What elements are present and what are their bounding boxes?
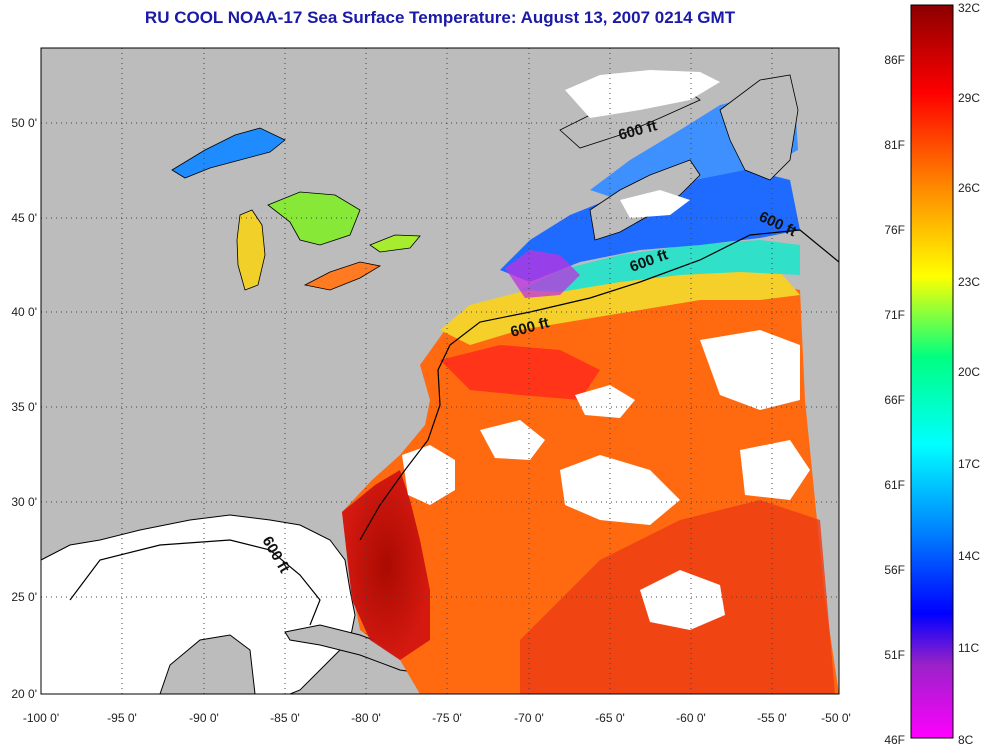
lake-superior	[171, 127, 286, 179]
gulf-stream-warm	[342, 470, 430, 660]
y-axis: 50 0' 45 0' 40 0' 35 0' 30 0' 25 0' 20 0…	[11, 116, 37, 701]
x-tick-label: -100 0'	[23, 711, 59, 725]
lake-ontario	[369, 234, 421, 253]
shelf-cyan	[520, 240, 800, 292]
x-axis: -100 0' -95 0' -90 0' -85 0' -80 0' -75 …	[23, 711, 851, 725]
gulf-of-mexico	[41, 514, 356, 694]
colorbar-c-label: 14C	[958, 549, 980, 563]
colorbar-c-label: 20C	[958, 365, 980, 379]
colorbar-f-label: 81F	[884, 138, 905, 152]
colorbar-f-label: 46F	[884, 733, 905, 747]
colorbar-c-label: 17C	[958, 457, 980, 471]
map-title: RU COOL NOAA-17 Sea Surface Temperature:…	[144, 8, 736, 27]
contour-600ft-atlantic	[359, 229, 839, 541]
gulf-of-maine-cold	[500, 170, 800, 282]
plot-frame	[40, 47, 840, 695]
colorbar-f-label: 56F	[884, 563, 905, 577]
shelf-yellow	[440, 270, 800, 345]
x-tick-label: -90 0'	[189, 711, 219, 725]
x-tick-label: -65 0'	[595, 711, 625, 725]
colorbar-c-label: 29C	[958, 91, 980, 105]
map-layers	[41, 70, 839, 694]
colorbar-f-label: 61F	[884, 478, 905, 492]
colorbar-f-label: 76F	[884, 223, 905, 237]
x-tick-label: -55 0'	[757, 711, 787, 725]
colorbar-c-label: 11C	[958, 641, 979, 655]
colorbar-f-label: 71F	[884, 308, 905, 322]
colorbar	[910, 4, 954, 739]
x-tick-label: -50 0'	[821, 711, 851, 725]
y-tick-label: 35 0'	[11, 400, 37, 414]
y-tick-label: 45 0'	[11, 211, 37, 225]
x-tick-label: -85 0'	[270, 711, 300, 725]
x-tick-label: -70 0'	[514, 711, 544, 725]
colorbar-f-label: 86F	[884, 53, 905, 67]
contour-600ft-gulf	[69, 539, 321, 626]
yucatan	[159, 634, 256, 694]
x-tick-label: -60 0'	[676, 711, 706, 725]
newfoundland	[719, 74, 799, 181]
x-tick-label: -75 0'	[432, 711, 462, 725]
cloud-patches	[402, 70, 810, 630]
gulf-of-maine-purple	[505, 250, 580, 298]
colorbar-f-label: 66F	[884, 393, 905, 407]
lake-huron	[267, 191, 361, 246]
y-tick-label: 30 0'	[11, 495, 37, 509]
great-lakes	[171, 127, 421, 291]
colorbar-c-label: 23C	[958, 275, 980, 289]
x-tick-label: -80 0'	[351, 711, 381, 725]
red-eddies	[440, 345, 600, 400]
colorbar-fahrenheit-labels: 86F 81F 76F 71F 66F 61F 56F 51F 46F	[884, 53, 905, 747]
y-tick-label: 20 0'	[11, 687, 37, 701]
colorbar-c-label: 26C	[958, 181, 980, 195]
y-tick-label: 40 0'	[11, 305, 37, 319]
y-tick-label: 25 0'	[11, 590, 37, 604]
lake-michigan	[236, 209, 266, 291]
y-tick-label: 50 0'	[11, 116, 37, 130]
colorbar-f-label: 51F	[884, 648, 905, 662]
x-tick-label: -95 0'	[107, 711, 137, 725]
graticule	[41, 48, 839, 694]
colorbar-celsius-labels: 32C 29C 26C 23C 20C 17C 14C 11C 8C	[958, 1, 980, 747]
lake-erie	[303, 261, 382, 291]
colorbar-c-label: 32C	[958, 1, 980, 15]
colorbar-c-label: 8C	[958, 733, 974, 747]
